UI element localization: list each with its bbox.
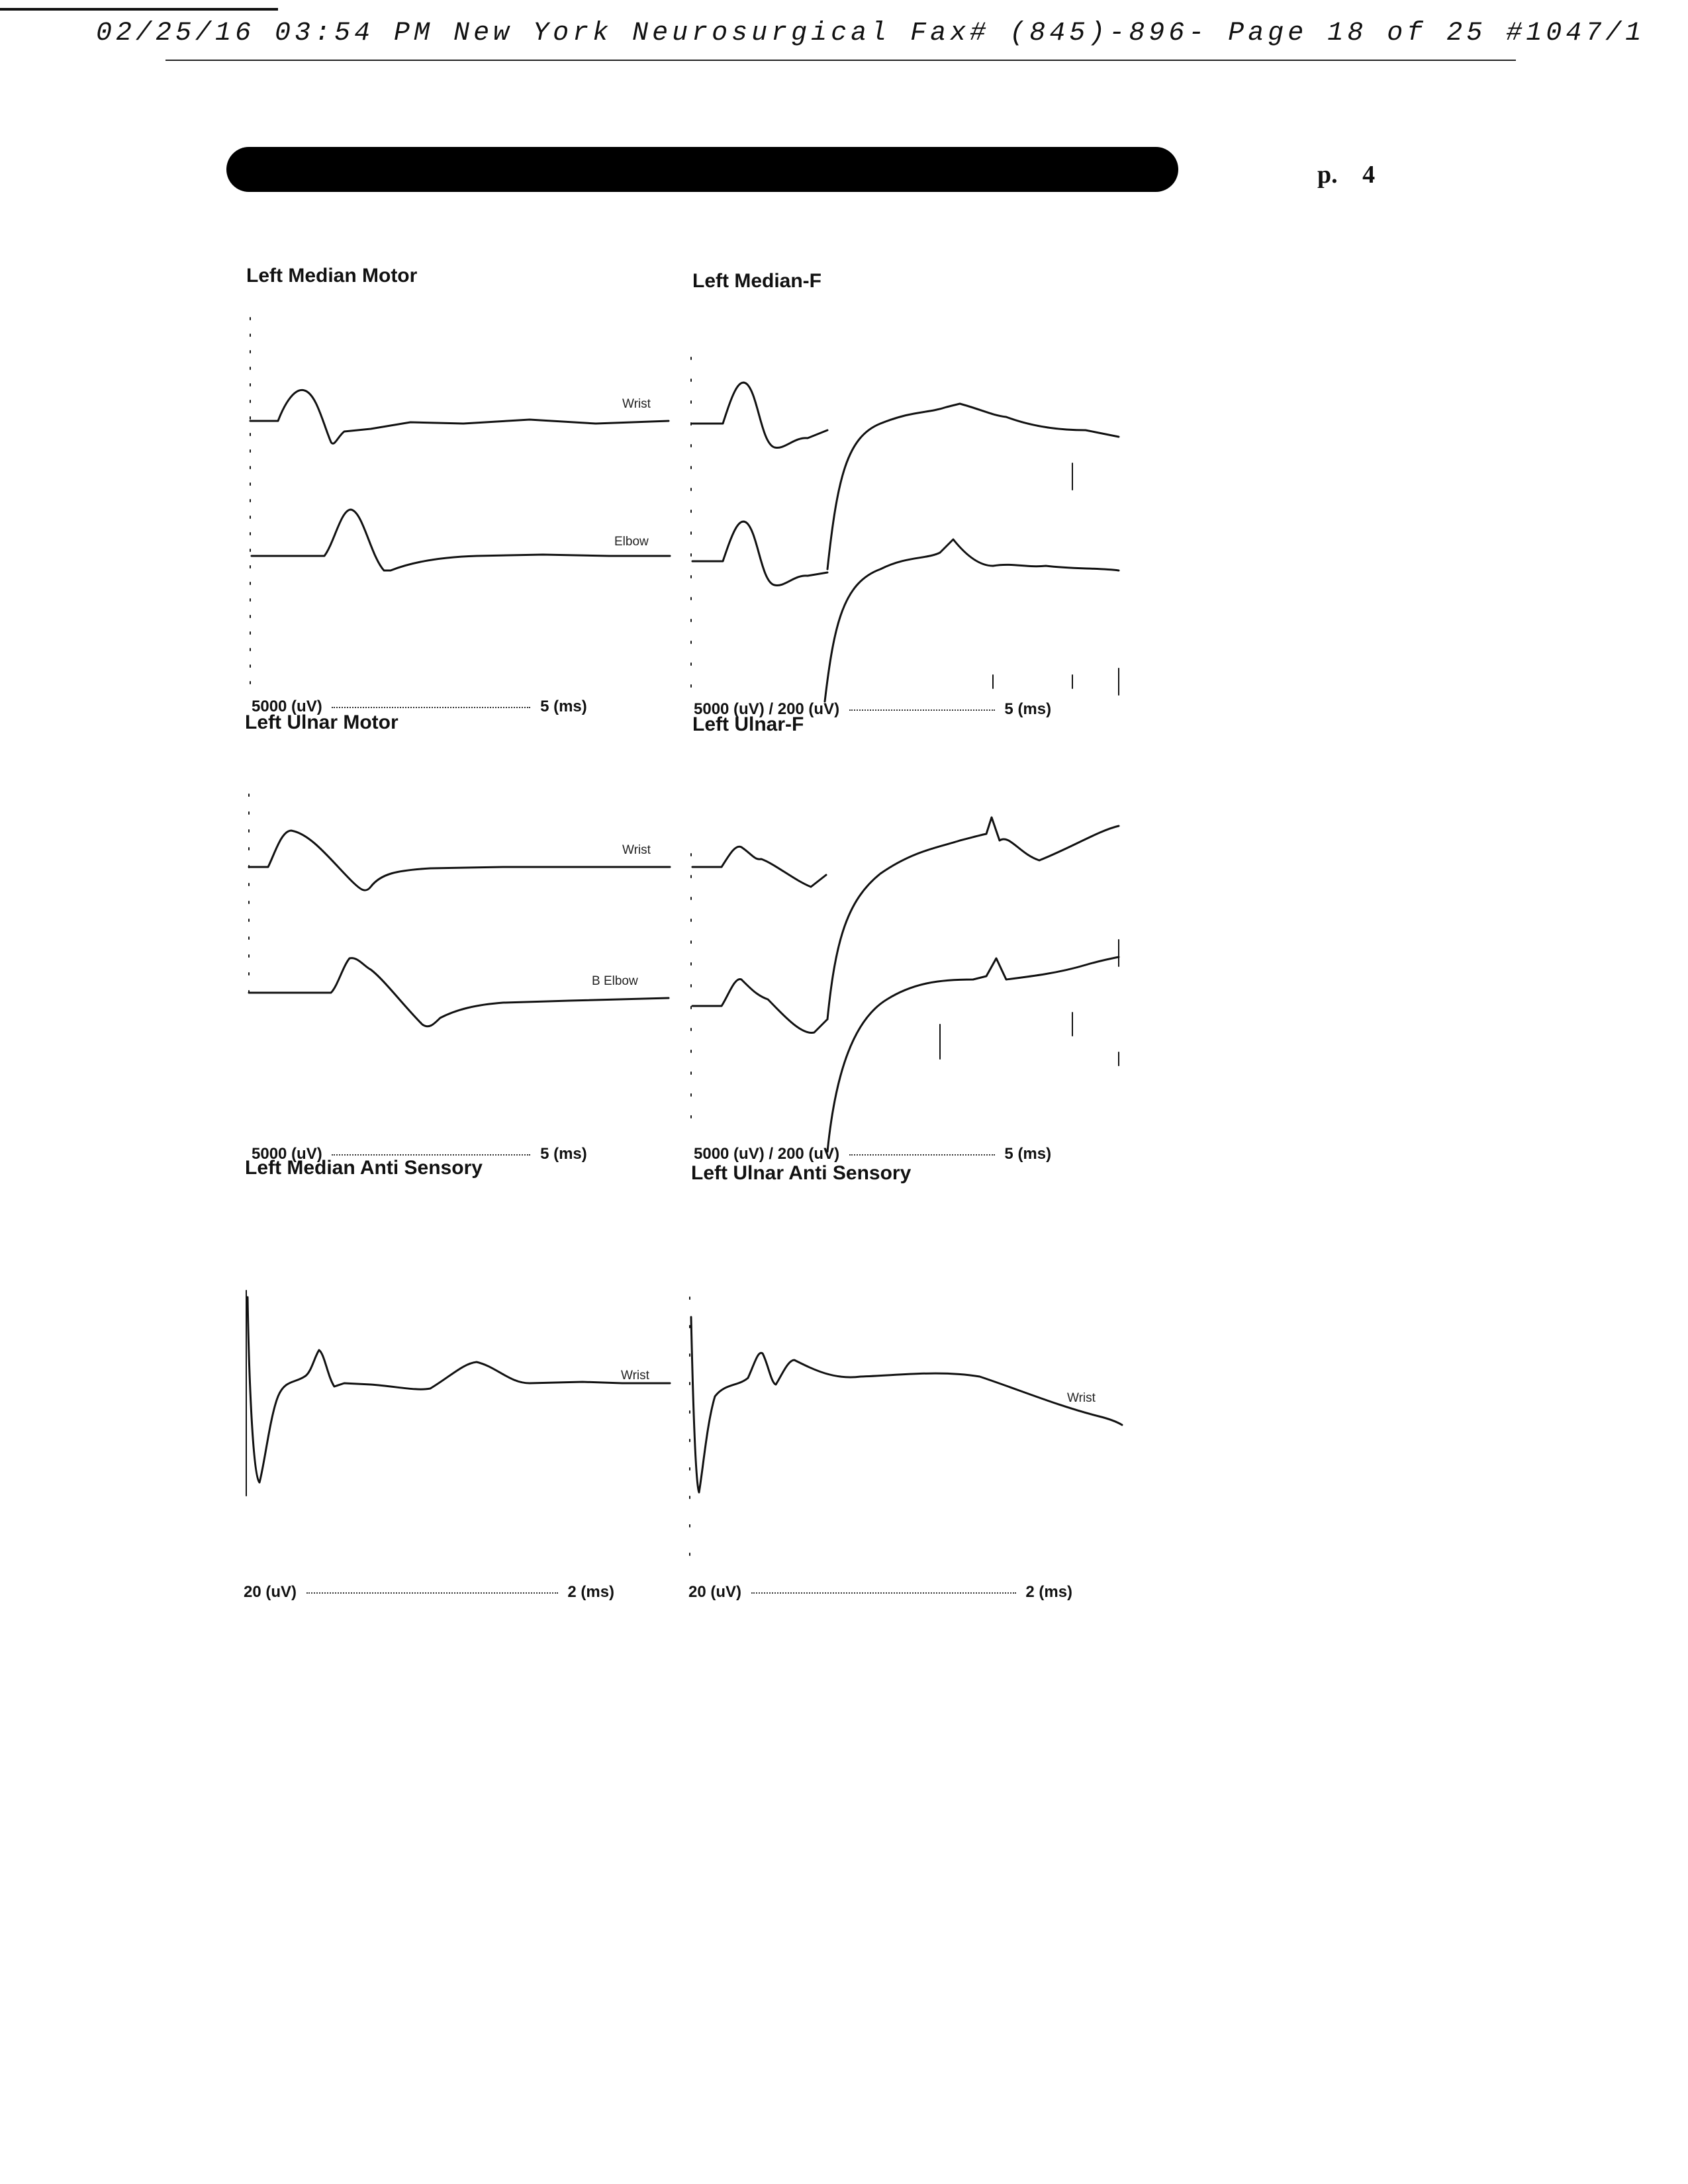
trace-group-left-median-motor: Wrist Elbow (249, 317, 671, 689)
scale-left-median-anti-sensory: 20 (uV) 2 (ms) (244, 1583, 614, 1602)
trace-group-left-median-anti-sensory: Wrist (246, 1290, 671, 1496)
waveform-ulnar-f-lower-right (826, 956, 1120, 1153)
waveform-median-sensory-wrist (246, 1296, 671, 1484)
scale-time: 5 (ms) (1004, 700, 1052, 718)
scale-left-ulnar-motor: 5000 (uV) 5 (ms) (252, 1145, 587, 1163)
fax-top-line (0, 8, 278, 11)
waveform-ulnar-motor-b-elbow (248, 957, 670, 1028)
scale-left-ulnar-anti-sensory: 20 (uV) 2 (ms) (688, 1583, 1072, 1602)
f-wave-tick-marks (992, 463, 1119, 696)
trace-group-left-median-f (690, 357, 1120, 703)
trace-group-left-ulnar-motor: Wrist B Elbow (248, 794, 671, 1028)
redaction-bar (226, 147, 1178, 192)
waveform-median-f-upper-left (691, 381, 829, 449)
waveform-ulnar-f-upper-right (826, 816, 1120, 1021)
trace-label-wrist: Wrist (622, 397, 651, 411)
waveform-ulnar-f-upper-left (691, 845, 827, 888)
scale-amp: 5000 (uV) (252, 1145, 322, 1163)
trace-group-left-ulnar-anti-sensory: Wrist (689, 1297, 1123, 1576)
panel-title-left-ulnar-anti-sensory: Left Ulnar Anti Sensory (691, 1162, 912, 1184)
scale-amp: 20 (uV) (688, 1583, 742, 1601)
waveform-ulnar-f-lower-left (691, 978, 829, 1034)
waveform-median-f-lower-right (823, 538, 1120, 703)
waveform-median-f-upper-right (826, 402, 1120, 570)
panel-title-left-median-motor: Left Median Motor (246, 265, 418, 287)
panel-title-left-median-anti-sensory: Left Median Anti Sensory (245, 1157, 483, 1179)
scale-left-median-f: 5000 (uV) / 200 (uV) 5 (ms) (694, 700, 1051, 719)
waveform-ulnar-sensory-wrist (690, 1316, 1123, 1494)
trace-group-left-ulnar-f (690, 816, 1120, 1153)
scale-amp: 5000 (uV) (252, 698, 322, 715)
panel-title-left-median-f: Left Median-F (692, 270, 821, 292)
scale-time: 2 (ms) (1025, 1583, 1073, 1601)
scale-time: 5 (ms) (540, 1145, 587, 1163)
waveform-median-f-lower-left (691, 520, 829, 586)
scale-amp: 5000 (uV) / 200 (uV) (694, 700, 840, 718)
scale-left-ulnar-f: 5000 (uV) / 200 (uV) 5 (ms) (694, 1145, 1051, 1163)
panel-title-left-ulnar-motor: Left Ulnar Motor (245, 711, 399, 733)
page-number-value: 4 (1362, 161, 1376, 189)
scale-amp: 5000 (uV) / 200 (uV) (694, 1145, 840, 1163)
waveform-median-motor-wrist (249, 388, 670, 445)
scale-time: 5 (ms) (1004, 1145, 1052, 1163)
waveform-ulnar-motor-wrist (248, 829, 671, 891)
scale-time: 2 (ms) (567, 1583, 615, 1601)
trace-label-wrist: Wrist (1067, 1391, 1096, 1405)
page-label: p. (1317, 161, 1338, 189)
fax-header: 02/25/16 03:54 PM New York Neurosurgical… (96, 19, 1646, 48)
scale-time: 5 (ms) (540, 698, 587, 715)
panel-title-left-ulnar-f: Left Ulnar-F (692, 713, 804, 735)
scale-left-median-motor: 5000 (uV) 5 (ms) (252, 698, 587, 716)
scale-amp: 20 (uV) (244, 1583, 297, 1601)
trace-label-elbow: Elbow (614, 535, 649, 549)
trace-label-wrist: Wrist (621, 1369, 650, 1383)
f-wave-tick-marks (939, 939, 1119, 1066)
trace-label-b-elbow: B Elbow (592, 974, 638, 988)
trace-label-wrist: Wrist (622, 843, 651, 857)
header-rule (165, 60, 1516, 61)
waveform-median-motor-elbow (250, 508, 671, 572)
page-number: p. 4 (1317, 160, 1375, 189)
